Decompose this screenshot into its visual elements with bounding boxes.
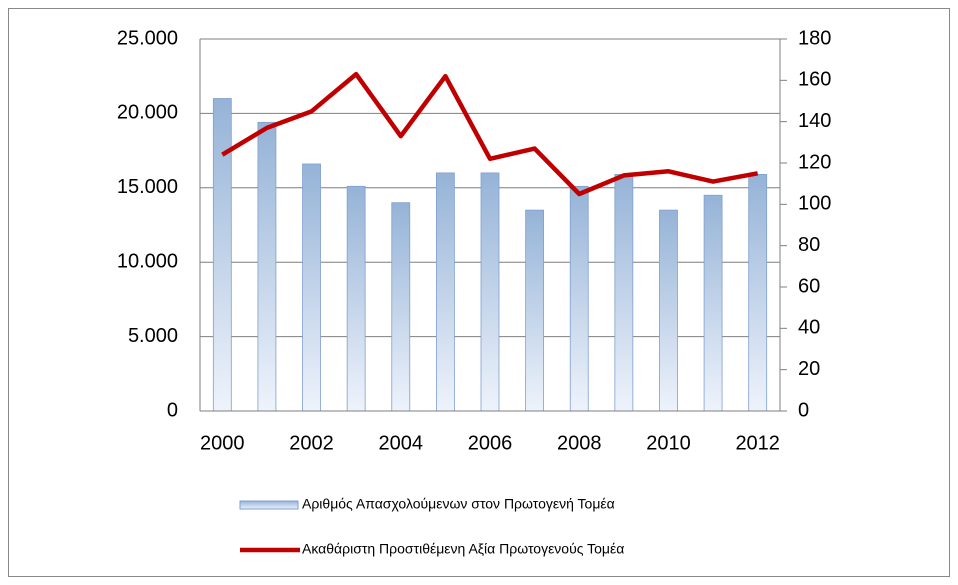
x-tick-label: 2010 [646, 432, 691, 454]
bar [257, 121, 277, 412]
bar [480, 172, 500, 412]
y-tick-label: 10.000 [117, 250, 178, 272]
y-tick-label: 5.000 [128, 325, 178, 347]
y2-tick-label: 120 [798, 151, 831, 173]
legend-swatch [239, 500, 299, 510]
x-tick-label: 2012 [735, 432, 780, 454]
y2-tick-label: 40 [798, 317, 820, 339]
y2-tick-label: 60 [798, 275, 820, 297]
bar [302, 163, 321, 412]
y2-tick-label: 20 [798, 358, 820, 380]
y2-tick-label: 80 [798, 234, 820, 256]
y-tick-label: 0 [167, 399, 178, 421]
legend-label: Αριθμός Απασχολούμενων στον Πρωτογενή Το… [302, 496, 615, 512]
chart-border [8, 8, 950, 577]
bar [435, 172, 455, 412]
x-tick-label: 2006 [468, 432, 513, 454]
x-tick-label: 2000 [200, 432, 245, 454]
bar [659, 209, 678, 412]
bar [391, 202, 411, 412]
bar [614, 174, 634, 412]
line [221, 71, 759, 197]
y2-tick-label: 0 [798, 399, 809, 421]
y2-tick-label: 100 [798, 193, 831, 215]
bar [346, 185, 366, 412]
y-tick-label: 20.000 [117, 102, 178, 124]
x-tick-label: 2004 [379, 432, 424, 454]
y-tick-label: 25.000 [117, 27, 178, 49]
legend-label: Ακαθάριστη Προστιθέμενη Αξία Πρωτογενούς… [302, 541, 624, 557]
bar [703, 194, 723, 412]
bar [748, 174, 768, 412]
bar [212, 98, 232, 412]
bar [525, 209, 545, 412]
y2-tick-label: 140 [798, 110, 831, 132]
bar [569, 185, 589, 412]
x-tick-label: 2002 [289, 432, 334, 454]
x-tick-label: 2008 [557, 432, 602, 454]
y2-tick-label: 180 [798, 27, 831, 49]
y2-tick-label: 160 [798, 69, 831, 91]
y-tick-label: 15.000 [117, 176, 178, 198]
